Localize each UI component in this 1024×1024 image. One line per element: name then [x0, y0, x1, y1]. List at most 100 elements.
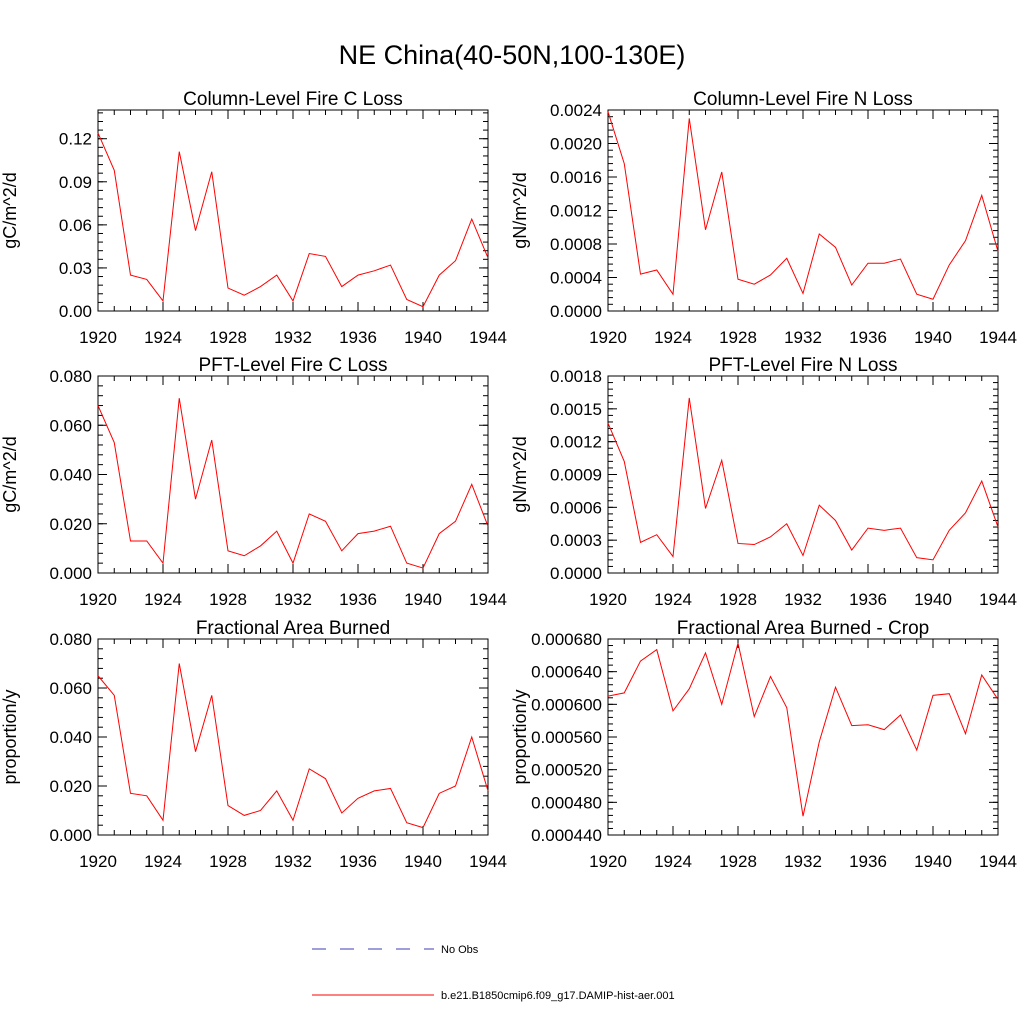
x-tick-label: 1924 — [654, 328, 692, 347]
x-tick-label: 1928 — [719, 852, 757, 871]
panel-title: Column-Level Fire N Loss — [693, 89, 913, 110]
chart-panel-1: 1920 1924 1928 1932 1936 1940 1944 0.00 0.03 0.06… — [0, 89, 507, 347]
y-tick-label: 0.03 — [59, 259, 92, 278]
y-axis-label: gC/m^2/d — [0, 436, 20, 512]
y-tick-label: 0.020 — [49, 777, 92, 796]
y-tick-label: 0.000680 — [531, 630, 602, 649]
plot-frame — [607, 109, 999, 312]
x-tick-label: 1920 — [79, 852, 117, 871]
x-tick-label: 1924 — [144, 590, 182, 609]
y-tick-label: 0.0006 — [550, 498, 602, 517]
plot-frame — [97, 109, 489, 312]
chart-panels: 1920 1924 1928 1932 1936 1940 1944 0.00 0.03 0.06… — [0, 89, 1017, 871]
plot-frame — [607, 638, 999, 836]
legend: No Obs b.e21.B1850cmip6.f09_g17.DAMIP-his… — [312, 944, 675, 1002]
x-tick-label: 1932 — [274, 328, 312, 347]
y-tick-label: 0.0015 — [550, 400, 602, 419]
y-tick-label: 0.0016 — [550, 168, 602, 187]
x-tick-label: 1920 — [589, 590, 627, 609]
x-tick-label: 1920 — [79, 328, 117, 347]
x-tick-label: 1928 — [719, 328, 757, 347]
x-tick-label: 1932 — [784, 328, 822, 347]
y-tick-label: 0.0012 — [550, 202, 602, 221]
y-tick-label: 0.0000 — [550, 564, 602, 583]
series-line — [97, 398, 489, 569]
y-tick-label: 0.000640 — [531, 663, 602, 682]
plot-frame — [607, 375, 999, 574]
y-tick-label: 0.0003 — [550, 531, 602, 550]
y-tick-label: 0.000 — [49, 826, 92, 845]
y-tick-label: 0.06 — [59, 216, 92, 235]
y-tick-label: 0.0012 — [550, 433, 602, 452]
chart-panel-3: 1920 1924 1928 1932 1936 1940 1944 0.000 0.020 0.… — [0, 355, 507, 609]
legend-label: No Obs — [441, 944, 479, 956]
x-tick-label: 1944 — [469, 852, 507, 871]
x-tick-label: 1936 — [849, 328, 887, 347]
y-tick-label: 0.0000 — [550, 302, 602, 321]
panel-title: Column-Level Fire C Loss — [183, 89, 403, 110]
plot-frame — [97, 375, 489, 574]
y-tick-label: 0.000600 — [531, 695, 602, 714]
x-tick-label: 1920 — [589, 852, 627, 871]
y-tick-label: 0.09 — [59, 173, 92, 192]
x-tick-label: 1940 — [914, 590, 952, 609]
x-tick-label: 1940 — [404, 590, 442, 609]
panel-title: PFT-Level Fire C Loss — [199, 355, 388, 376]
x-tick-label: 1936 — [339, 328, 377, 347]
y-tick-label: 0.060 — [49, 416, 92, 435]
x-tick-label: 1928 — [719, 590, 757, 609]
x-tick-label: 1940 — [404, 328, 442, 347]
y-tick-label: 0.0004 — [550, 269, 602, 288]
y-tick-label: 0.0008 — [550, 235, 602, 254]
x-tick-label: 1940 — [914, 328, 952, 347]
y-tick-label: 0.040 — [49, 728, 92, 747]
chart-panel-4: 1920 1924 1928 1932 1936 1940 1944 0.0000 0.0003… — [510, 355, 1017, 609]
chart-panel-2: 1920 1924 1928 1932 1936 1940 1944 0.0000 0.0004… — [510, 89, 1017, 347]
chart-panel-6: 1920 1924 1928 1932 1936 1940 1944 0.000440 0.00… — [510, 618, 1017, 871]
x-tick-label: 1936 — [339, 590, 377, 609]
x-tick-label: 1928 — [209, 590, 247, 609]
x-tick-label: 1936 — [849, 852, 887, 871]
x-tick-label: 1940 — [404, 852, 442, 871]
x-tick-label: 1924 — [144, 328, 182, 347]
series-line — [97, 132, 489, 308]
series-line — [607, 397, 999, 561]
panel-title: Fractional Area Burned — [196, 618, 390, 639]
panel-title: PFT-Level Fire N Loss — [709, 355, 898, 376]
y-tick-label: 0.12 — [59, 130, 92, 149]
x-tick-label: 1920 — [79, 590, 117, 609]
y-tick-label: 0.000520 — [531, 761, 602, 780]
x-tick-label: 1936 — [849, 590, 887, 609]
x-tick-label: 1924 — [654, 590, 692, 609]
x-tick-label: 1924 — [144, 852, 182, 871]
y-axis-label: gN/m^2/d — [510, 436, 530, 512]
y-tick-label: 0.0020 — [550, 135, 602, 154]
x-tick-label: 1920 — [589, 328, 627, 347]
x-tick-label: 1944 — [979, 852, 1017, 871]
y-tick-label: 0.060 — [49, 679, 92, 698]
x-tick-label: 1932 — [274, 590, 312, 609]
y-tick-label: 0.0024 — [550, 101, 602, 120]
y-tick-label: 0.000 — [49, 564, 92, 583]
x-tick-label: 1932 — [274, 852, 312, 871]
x-tick-label: 1944 — [979, 590, 1017, 609]
panel-title: Fractional Area Burned - Crop — [677, 618, 929, 639]
y-tick-label: 0.020 — [49, 515, 92, 534]
x-tick-label: 1944 — [469, 328, 507, 347]
y-axis-label: proportion/y — [0, 689, 20, 784]
y-axis-label: gC/m^2/d — [0, 172, 20, 248]
chart-panel-5: 1920 1924 1928 1932 1936 1940 1944 0.000 0.020 0.… — [0, 618, 507, 871]
y-tick-label: 0.00 — [59, 302, 92, 321]
series-line — [607, 642, 999, 817]
x-tick-label: 1932 — [784, 852, 822, 871]
y-tick-label: 0.000480 — [531, 793, 602, 812]
y-tick-label: 0.0018 — [550, 367, 602, 386]
plot-frame — [97, 638, 489, 836]
x-tick-label: 1940 — [914, 852, 952, 871]
x-tick-label: 1936 — [339, 852, 377, 871]
y-tick-label: 0.0009 — [550, 466, 602, 485]
y-tick-label: 0.000560 — [531, 728, 602, 747]
y-tick-label: 0.040 — [49, 466, 92, 485]
y-tick-label: 0.080 — [49, 367, 92, 386]
x-tick-label: 1928 — [209, 852, 247, 871]
